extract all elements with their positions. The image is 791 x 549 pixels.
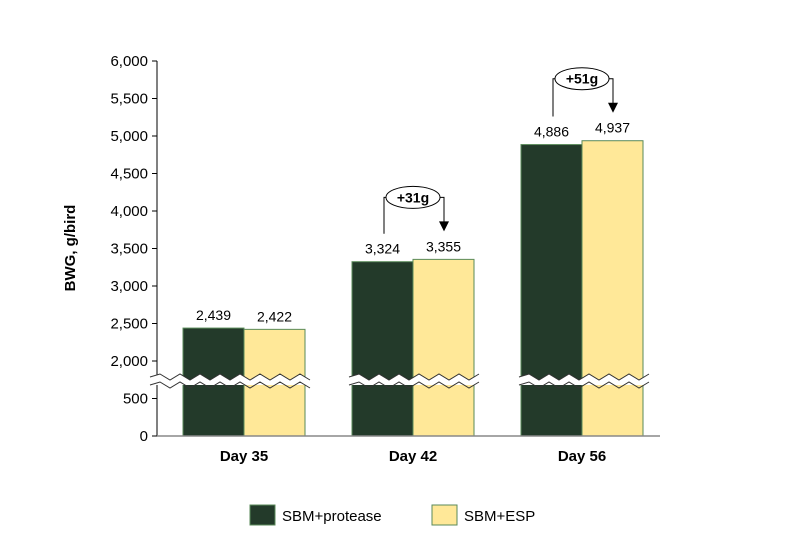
data-label: 4,886	[534, 124, 569, 140]
axis-break-mask	[519, 374, 650, 385]
arrow-down-icon	[608, 102, 618, 113]
y-tick-label: 0	[140, 428, 148, 445]
data-label: 4,937	[595, 120, 630, 136]
legend-label: SBM+ESP	[464, 508, 535, 525]
x-tick-label: Day 56	[558, 448, 606, 465]
bar-sbm-esp-day-56	[581, 140, 644, 437]
y-tick-label: 3,000	[110, 278, 148, 295]
annotation-ellipse	[554, 67, 610, 91]
axis-break-line	[348, 381, 480, 389]
y-tick-label: 4,500	[110, 166, 148, 183]
arrow-down-icon	[439, 221, 449, 232]
axis-break-line	[348, 373, 480, 381]
annotation-label: +31g	[397, 189, 429, 205]
y-tick-label: 2,500	[110, 316, 148, 333]
y-tick-label: 2,000	[110, 353, 148, 370]
annotation-label: +51g	[566, 71, 598, 87]
bar-sbm-protease-day-56	[520, 144, 583, 437]
axis-break-mask	[349, 374, 480, 385]
annotation-ellipse	[385, 185, 441, 209]
y-tick-label: 3,500	[110, 241, 148, 258]
y-tick-label: 6,000	[110, 53, 148, 70]
bar-sbm-esp-day-42	[412, 258, 475, 437]
y-axis-label: BWG, g/bird	[62, 205, 79, 292]
bar-sbm-protease-day-42	[351, 261, 414, 437]
x-tick-label: Day 35	[220, 448, 268, 465]
x-tick-label: Day 42	[389, 448, 437, 465]
data-label: 3,324	[365, 241, 400, 257]
axis-break-line	[518, 381, 650, 389]
y-tick-label: 5,500	[110, 91, 148, 108]
data-label: 3,355	[426, 238, 461, 254]
y-tick-label: 4,000	[110, 203, 148, 220]
axis-break-line	[149, 373, 311, 381]
data-label: 2,439	[196, 307, 231, 323]
axis-break-line	[149, 381, 311, 389]
axis-break-line	[518, 373, 650, 381]
y-tick-label: 5,000	[110, 128, 148, 145]
legend-label: SBM+protease	[282, 508, 382, 525]
legend-swatch	[431, 504, 458, 526]
legend-swatch	[249, 504, 276, 526]
data-label: 2,422	[257, 308, 292, 324]
y-tick-label: 500	[123, 391, 148, 408]
